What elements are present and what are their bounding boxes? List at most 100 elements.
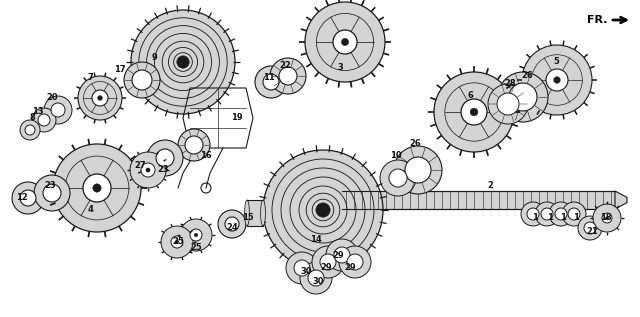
Circle shape xyxy=(44,96,72,124)
Circle shape xyxy=(554,77,560,83)
Circle shape xyxy=(156,149,174,167)
Text: 3: 3 xyxy=(337,63,343,73)
Circle shape xyxy=(555,208,567,220)
Circle shape xyxy=(334,247,350,263)
Text: 1: 1 xyxy=(547,214,553,223)
Circle shape xyxy=(190,229,202,241)
Circle shape xyxy=(300,262,332,294)
Text: 23: 23 xyxy=(157,165,169,174)
Text: 18: 18 xyxy=(600,214,612,223)
Circle shape xyxy=(405,157,431,183)
Text: 7: 7 xyxy=(87,74,93,82)
Circle shape xyxy=(93,184,101,192)
Text: 17: 17 xyxy=(114,66,126,74)
Circle shape xyxy=(461,99,487,125)
Ellipse shape xyxy=(244,200,250,226)
Circle shape xyxy=(498,72,548,122)
Circle shape xyxy=(605,217,609,219)
Circle shape xyxy=(394,146,442,194)
Text: 9: 9 xyxy=(152,54,158,62)
Circle shape xyxy=(320,254,336,270)
Circle shape xyxy=(92,90,108,106)
Circle shape xyxy=(305,2,385,82)
Circle shape xyxy=(255,66,287,98)
Text: 2: 2 xyxy=(487,180,493,190)
Circle shape xyxy=(131,10,235,114)
Text: 6: 6 xyxy=(467,92,473,100)
Text: 15: 15 xyxy=(242,214,254,223)
Circle shape xyxy=(308,270,324,286)
Circle shape xyxy=(171,236,183,248)
Text: 8: 8 xyxy=(29,113,35,122)
Circle shape xyxy=(286,252,318,284)
Text: 1: 1 xyxy=(532,214,538,223)
Circle shape xyxy=(541,208,553,220)
Text: 29: 29 xyxy=(320,263,332,273)
Circle shape xyxy=(470,108,478,116)
Circle shape xyxy=(270,58,306,94)
Circle shape xyxy=(175,240,179,244)
Text: 20: 20 xyxy=(46,94,58,102)
Circle shape xyxy=(294,260,310,276)
Circle shape xyxy=(578,216,602,240)
Circle shape xyxy=(522,45,592,115)
Circle shape xyxy=(225,217,239,231)
Circle shape xyxy=(147,140,183,176)
Circle shape xyxy=(141,163,155,177)
Bar xyxy=(247,200,263,226)
Circle shape xyxy=(347,254,363,270)
Circle shape xyxy=(535,202,559,226)
Text: 21: 21 xyxy=(586,228,598,236)
Text: 16: 16 xyxy=(200,151,212,159)
Text: 23: 23 xyxy=(44,180,56,190)
Circle shape xyxy=(333,30,357,54)
Circle shape xyxy=(124,62,160,98)
Circle shape xyxy=(584,222,596,234)
Circle shape xyxy=(53,144,141,232)
Circle shape xyxy=(83,174,111,202)
Circle shape xyxy=(339,246,371,278)
Circle shape xyxy=(380,160,416,196)
Circle shape xyxy=(326,239,358,271)
Circle shape xyxy=(20,120,40,140)
Circle shape xyxy=(488,84,528,124)
Circle shape xyxy=(43,184,61,202)
Circle shape xyxy=(177,56,189,68)
Circle shape xyxy=(434,72,514,152)
Circle shape xyxy=(132,70,152,90)
Circle shape xyxy=(389,169,407,187)
Circle shape xyxy=(263,74,279,90)
Text: 1: 1 xyxy=(573,214,579,223)
Circle shape xyxy=(146,168,150,172)
Circle shape xyxy=(218,210,246,238)
Circle shape xyxy=(178,129,210,161)
Circle shape xyxy=(161,226,193,258)
Circle shape xyxy=(279,67,297,85)
Text: 24: 24 xyxy=(226,223,238,232)
Text: 11: 11 xyxy=(263,74,275,82)
Text: 27: 27 xyxy=(134,160,146,170)
Circle shape xyxy=(32,108,56,132)
Circle shape xyxy=(180,219,212,251)
Text: FR.: FR. xyxy=(586,15,607,25)
Circle shape xyxy=(341,38,349,46)
Ellipse shape xyxy=(260,200,266,226)
Circle shape xyxy=(509,83,537,111)
Text: 30: 30 xyxy=(312,277,324,287)
Text: 26: 26 xyxy=(409,139,421,147)
Text: 19: 19 xyxy=(231,113,243,122)
Text: 5: 5 xyxy=(553,57,559,67)
Text: 12: 12 xyxy=(16,193,28,203)
Circle shape xyxy=(185,136,203,154)
Circle shape xyxy=(316,203,330,217)
Text: 26: 26 xyxy=(521,70,533,80)
Circle shape xyxy=(34,175,70,211)
Text: 13: 13 xyxy=(32,107,44,117)
Circle shape xyxy=(25,125,35,135)
Text: 4: 4 xyxy=(87,205,93,215)
Circle shape xyxy=(263,150,383,270)
Circle shape xyxy=(130,152,166,188)
Circle shape xyxy=(497,93,519,115)
Circle shape xyxy=(312,246,344,278)
Circle shape xyxy=(20,190,36,206)
